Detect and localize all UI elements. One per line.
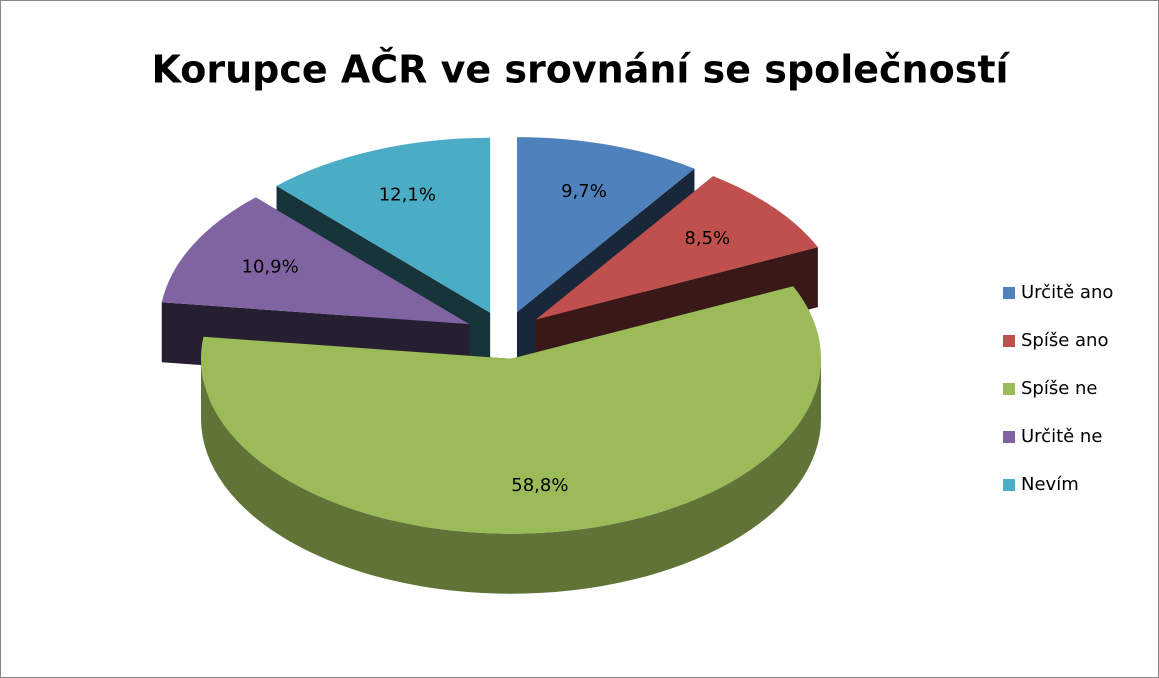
legend-label: Určitě ano [1021,282,1113,303]
data-label: 9,7% [561,181,607,202]
chart-title: Korupce AČR ve srovnání se společností [151,48,1010,92]
slice-top [517,137,695,313]
legend-label: Určitě ne [1021,426,1102,447]
data-label: 8,5% [684,228,730,249]
legend-swatch [1003,287,1015,299]
legend-swatch [1003,335,1015,347]
legend-swatch [1003,431,1015,443]
slice-top [161,197,470,325]
slice-top [201,286,822,534]
slice-wall [201,358,822,594]
legend-label: Spíše ano [1021,330,1108,351]
data-label: 10,9% [242,256,299,277]
legend-swatch [1003,383,1015,395]
slice-top [535,176,818,320]
data-label: 12,1% [379,185,436,206]
legend-label: Spíše ne [1021,378,1098,399]
legend-label: Nevím [1021,474,1079,495]
legend-swatch [1003,479,1015,491]
data-label: 58,8% [511,475,568,496]
pie-slice [201,286,822,594]
slice-top [276,137,491,313]
